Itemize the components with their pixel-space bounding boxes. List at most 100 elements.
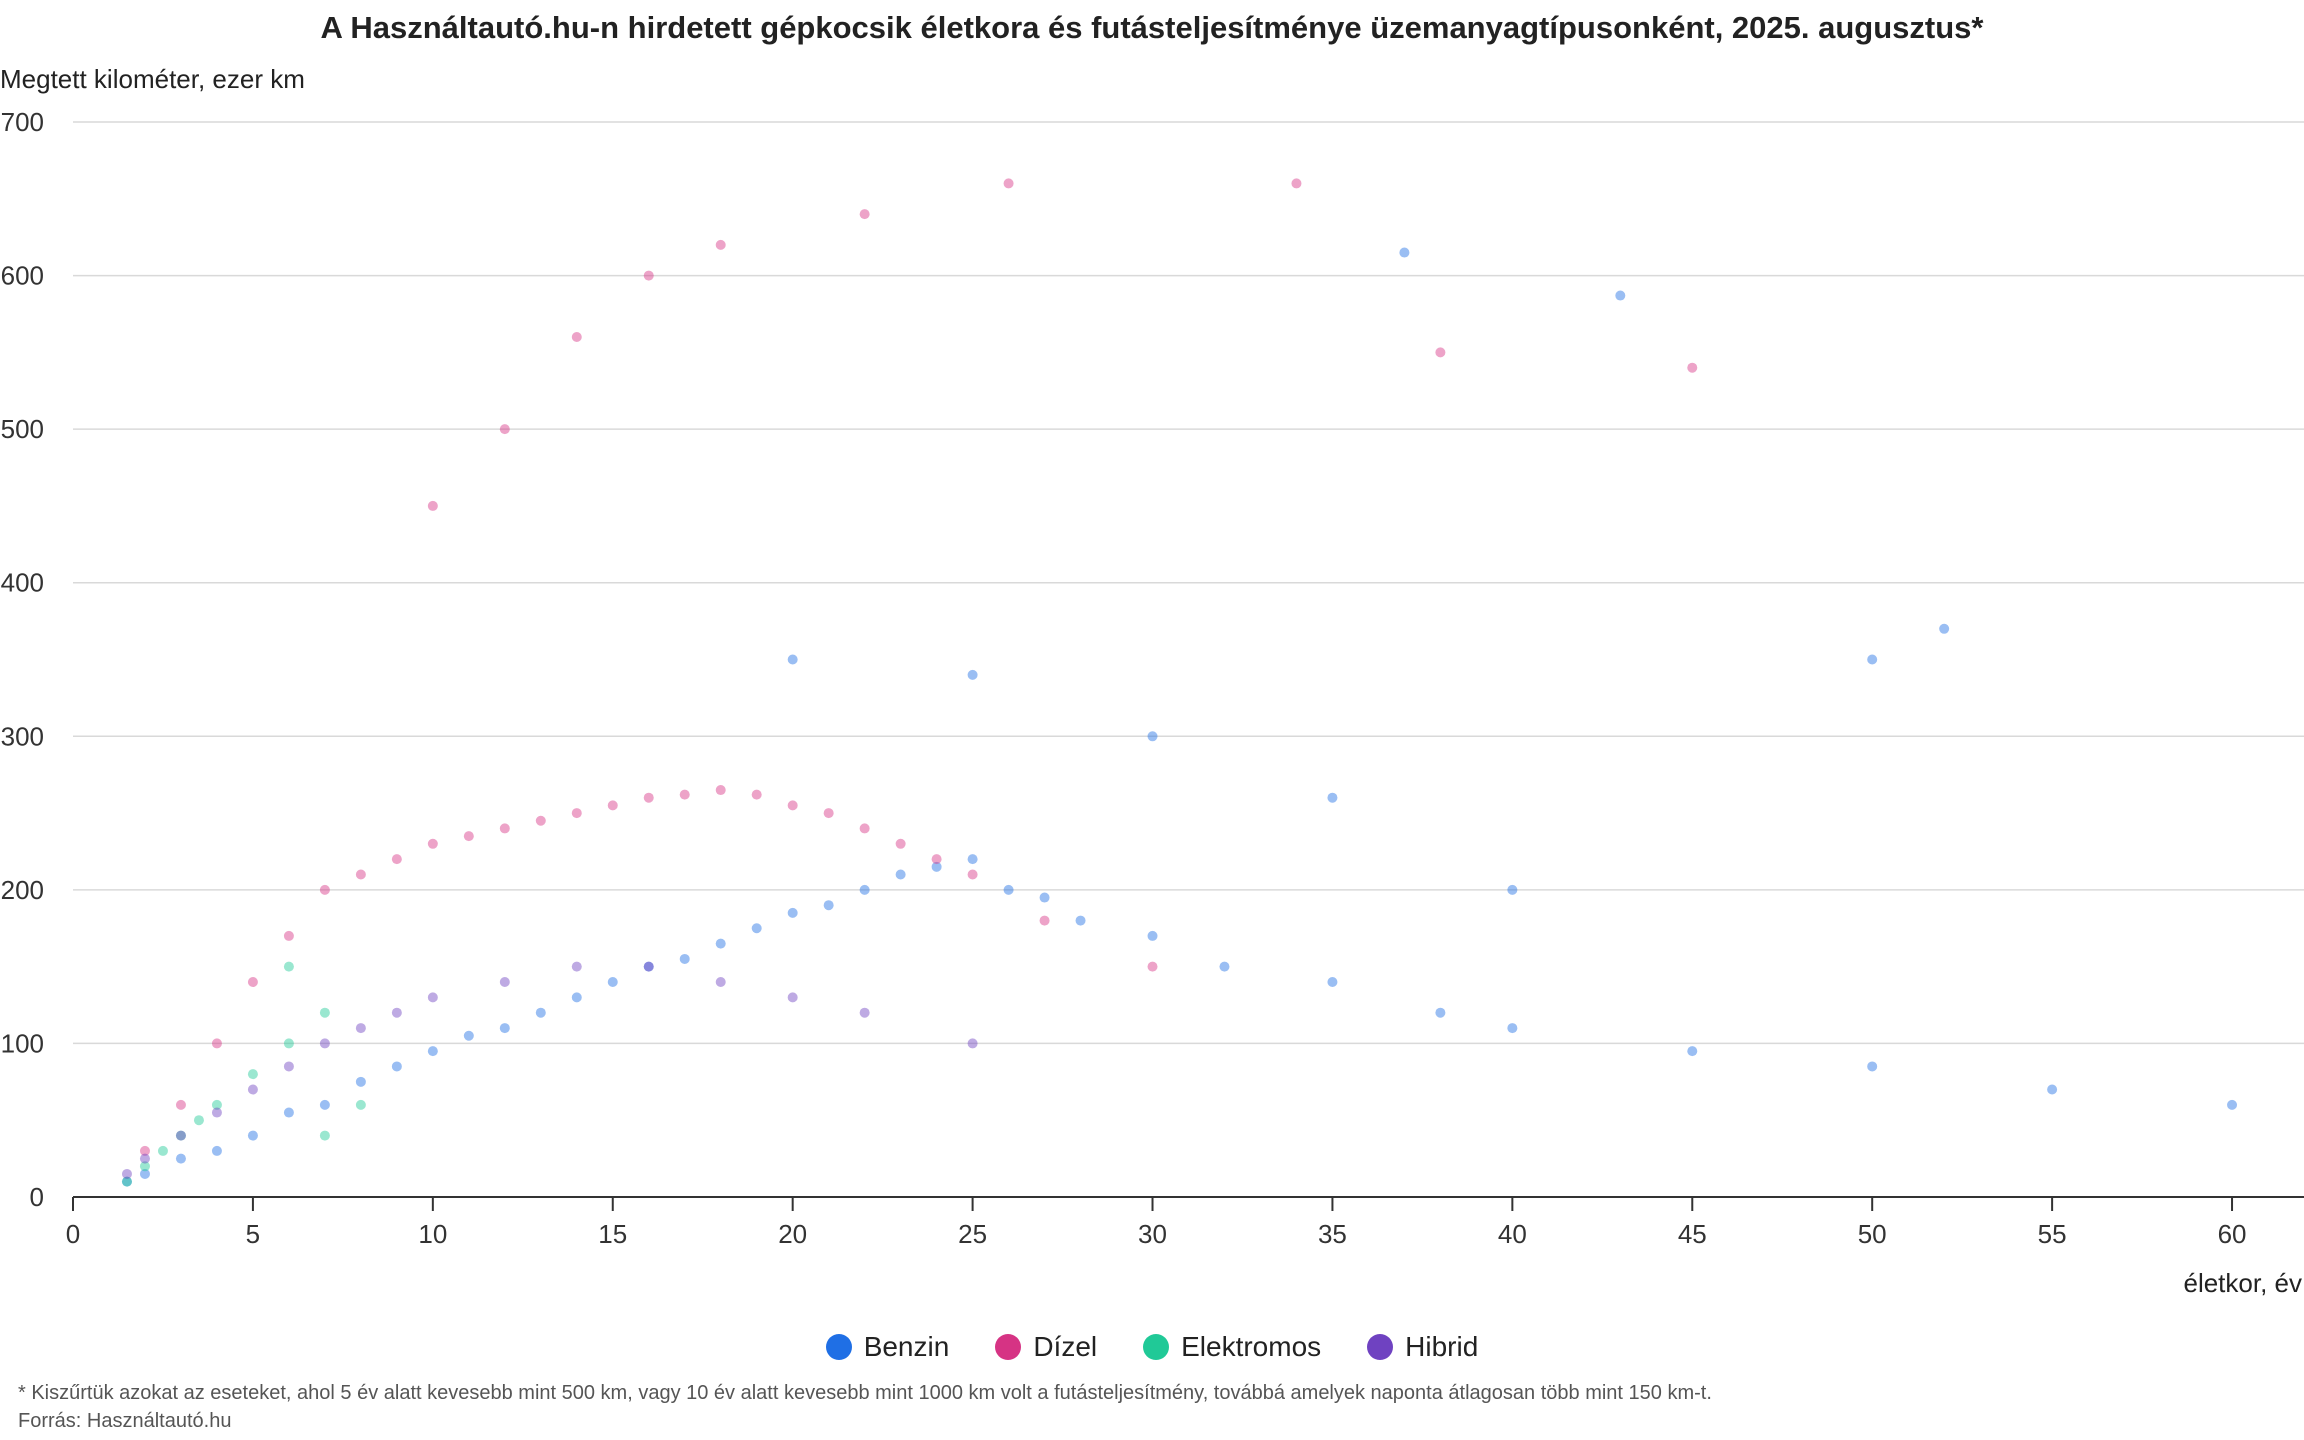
source-note: Forrás: Használtautó.hu xyxy=(18,1410,232,1432)
y-tick-label: 700 xyxy=(1,107,44,137)
data-point xyxy=(751,923,762,934)
x-tick-label: 30 xyxy=(1138,1219,1167,1249)
data-point xyxy=(1219,961,1230,972)
data-point xyxy=(1507,884,1518,895)
data-point xyxy=(1867,654,1878,665)
data-point xyxy=(1939,623,1950,634)
x-tick-label: 25 xyxy=(958,1219,987,1249)
legend-item-hibrid[interactable]: Hibrid xyxy=(1367,1331,1478,1363)
data-point xyxy=(967,669,978,680)
axes: 0 100 200 300 400 500 600 700 0 5 10 15 20 25 30 35 40 45… xyxy=(1,107,2247,1249)
legend-swatch xyxy=(1367,1334,1394,1360)
data-point xyxy=(607,800,618,811)
data-point xyxy=(967,854,978,865)
y-tick-label: 0 xyxy=(30,1182,44,1212)
legend-item-dizel[interactable]: Dízel xyxy=(995,1331,1097,1363)
x-tick-label: 10 xyxy=(418,1219,447,1249)
data-point xyxy=(1327,977,1338,987)
x-tick-label: 50 xyxy=(1858,1219,1887,1249)
data-point xyxy=(139,1153,150,1164)
data-point xyxy=(391,854,402,865)
data-point xyxy=(247,1084,258,1095)
data-point xyxy=(499,977,510,987)
data-point xyxy=(1507,1023,1518,1034)
data-point xyxy=(193,1115,204,1126)
data-point xyxy=(715,977,726,987)
x-tick-label: 35 xyxy=(1318,1219,1347,1249)
data-point xyxy=(355,1099,366,1110)
data-point xyxy=(211,1107,222,1118)
data-point xyxy=(1435,347,1446,358)
data-point xyxy=(283,1107,294,1118)
data-point xyxy=(643,792,654,803)
data-point xyxy=(355,869,366,880)
data-point xyxy=(1003,178,1014,189)
data-point xyxy=(1327,792,1338,803)
x-tick-label: 40 xyxy=(1498,1219,1527,1249)
legend-swatch xyxy=(825,1334,852,1360)
gridlines xyxy=(73,121,2304,1198)
legend: Benzin Dízel Elektromos Hibrid xyxy=(0,1331,2304,1363)
data-point xyxy=(1039,892,1050,903)
data-point xyxy=(319,1099,330,1110)
data-point xyxy=(859,823,870,834)
x-tick-label: 60 xyxy=(2218,1219,2247,1249)
data-point xyxy=(2227,1099,2238,1110)
data-point xyxy=(1147,961,1158,972)
data-point xyxy=(643,961,654,972)
data-point xyxy=(859,209,870,220)
data-point xyxy=(499,424,510,435)
x-tick-label: 20 xyxy=(778,1219,807,1249)
legend-label: Elektromos xyxy=(1181,1331,1322,1362)
data-point xyxy=(247,1069,258,1080)
data-point xyxy=(823,900,834,911)
data-point xyxy=(715,239,726,250)
data-point xyxy=(787,654,798,665)
data-point xyxy=(535,1007,546,1018)
data-point xyxy=(895,869,906,880)
legend-swatch xyxy=(1143,1334,1170,1360)
data-point xyxy=(607,977,618,987)
data-point xyxy=(211,1145,222,1156)
data-point xyxy=(1291,178,1302,189)
data-point xyxy=(283,1038,294,1049)
y-tick-label: 200 xyxy=(1,875,44,905)
data-point xyxy=(859,1007,870,1018)
data-point xyxy=(427,1046,438,1057)
data-point xyxy=(499,1023,510,1034)
y-tick-label: 400 xyxy=(1,568,44,598)
data-point xyxy=(121,1168,132,1179)
data-point xyxy=(121,1176,132,1187)
data-point xyxy=(1687,1046,1698,1057)
data-point xyxy=(499,823,510,834)
data-point xyxy=(1399,247,1410,258)
legend-label: Dízel xyxy=(1033,1331,1098,1362)
data-point xyxy=(1615,290,1626,301)
data-points xyxy=(121,178,2238,1187)
legend-swatch xyxy=(995,1334,1022,1360)
series-hibrid xyxy=(121,961,978,1179)
x-tick-label: 0 xyxy=(66,1219,80,1249)
data-point xyxy=(1039,915,1050,926)
data-point xyxy=(283,961,294,972)
data-point xyxy=(247,1130,258,1141)
data-point xyxy=(139,1161,150,1172)
data-point xyxy=(211,1038,222,1049)
data-point xyxy=(787,907,798,918)
legend-item-benzin[interactable]: Benzin xyxy=(825,1331,949,1363)
chart-title: A Használtautó.hu-n hirdetett gépkocsik … xyxy=(320,10,1984,45)
x-tick-label: 15 xyxy=(598,1219,627,1249)
data-point xyxy=(175,1153,186,1164)
data-point xyxy=(787,992,798,1003)
y-tick-label: 100 xyxy=(1,1028,44,1058)
data-point xyxy=(931,854,942,865)
footnote: * Kiszűrtük azokat az eseteket, ahol 5 é… xyxy=(18,1382,1712,1404)
legend-label: Hibrid xyxy=(1405,1331,1479,1362)
legend-item-elektromos[interactable]: Elektromos xyxy=(1143,1331,1321,1363)
data-point xyxy=(643,961,654,972)
series-dizel xyxy=(139,178,1698,1156)
data-point xyxy=(211,1099,222,1110)
data-point xyxy=(175,1130,186,1141)
data-point xyxy=(535,815,546,826)
